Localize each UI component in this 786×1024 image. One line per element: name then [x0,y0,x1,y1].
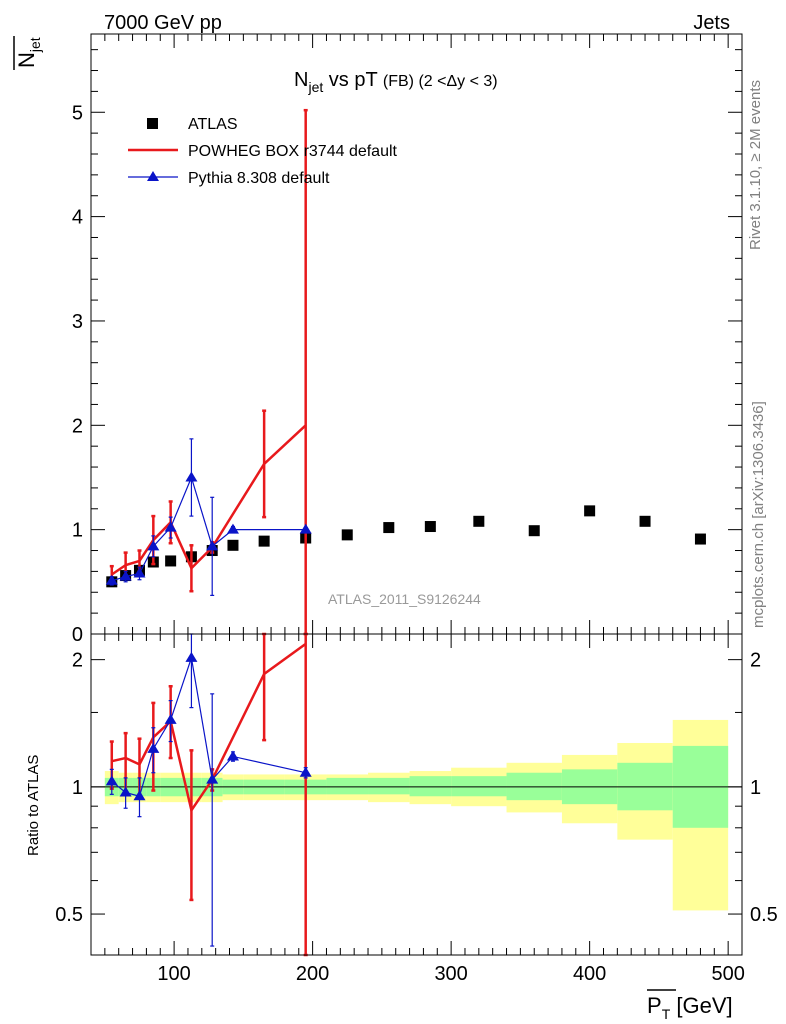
atlas-point [424,521,436,533]
watermark-label: ATLAS_2011_S9126244 [328,591,481,607]
svg-text:Njet: Njet [14,37,43,68]
main-axis-ticks: 0 1 2 3 4 5 [72,34,742,646]
legend-pythia-label: Pythia 8.308 default [188,170,330,187]
pythia-point [105,574,118,585]
pythia-point [164,521,177,532]
header-left-label: 7000 GeV pp [104,12,222,34]
ratio-pythia-point [133,790,146,801]
ratio-uncertainty-bands [104,719,729,911]
ratio-pythia-point [206,773,219,784]
ratio-ytick-label-right: 2 [750,650,761,672]
rivet-version-label: Rivet 3.1.10, ≥ 2M events [747,80,764,250]
ratio-pythia-point [119,786,132,797]
atlas-point [165,555,177,567]
atlas-point [341,529,353,541]
xtick-label: 200 [296,963,329,985]
band-inner [451,776,507,797]
powheg-line [111,424,307,576]
main-title: Njet vs pT (FB) (2 <Δy < 3) [294,69,498,95]
mcplots-label: mcplots.cern.ch [arXiv:1306.3436] [750,401,767,628]
main-ytick-label: 1 [72,520,83,542]
ratio-pythia-point [185,651,198,662]
band-inner [326,777,369,795]
main-ylabel: Njet [13,36,43,70]
ratio-ytick-label-right: 1 [750,777,761,799]
atlas-point [227,539,239,551]
atlas-point [473,515,485,527]
pythia-point [147,540,160,551]
legend-atlas-marker [147,118,158,129]
ratio-pythia-point [226,750,239,761]
xtick-label: 500 [711,963,744,985]
ratio-pythia-point [147,742,160,753]
legend-pythia-marker [147,171,159,181]
ratio-ytick-label-right: 0.5 [750,904,778,926]
pythia-point [299,523,312,534]
legend: ATLAS POWHEG BOX r3744 default Pythia 8.… [128,116,398,187]
band-inner [409,776,452,797]
ratio-panel: 0.5 0.5 1 1 2 2 100 200 300 400 500 Ratio to ATLAS… [25,632,778,1022]
legend-atlas-label: ATLAS [188,116,238,133]
main-ytick-label: 3 [72,311,83,333]
xtick-label: 100 [157,963,190,985]
main-ytick-label: 0 [72,624,83,646]
ratio-ylabel: Ratio to ATLAS [25,755,42,856]
xtick-label: 400 [573,963,606,985]
xtick-label: 300 [434,963,467,985]
ratio-axis-ticks: 0.5 0.5 1 1 2 2 100 200 300 400 500 [55,634,778,985]
ratio-pythia-point [105,775,118,786]
svg-text:PT [GeV]: PT [GeV] [647,993,733,1022]
band-inner [368,777,410,795]
atlas-point [383,522,395,534]
pythia-point [206,540,219,551]
legend-powheg-label: POWHEG BOX r3744 default [188,143,398,160]
atlas-point [584,505,596,517]
ratio-ytick-label: 2 [72,650,83,672]
ratio-pythia-point [164,713,177,724]
ratio-pythia-point [299,766,312,777]
main-ytick-label: 4 [72,207,83,229]
pythia-point [119,570,132,581]
pythia-point [133,567,146,578]
x-axis-label: PT [GeV] [647,989,733,1022]
atlas-point [639,515,651,527]
main-panel: 0 1 2 3 4 5 Njet vs pT (FB) (2 <Δy < 3) ATLAS… [72,33,743,646]
pythia-point [226,523,239,534]
atlas-point [694,533,706,545]
ratio-frame [90,633,743,956]
main-ytick-label: 2 [72,415,83,437]
pythia-point [185,471,198,482]
atlas-point [528,525,540,537]
atlas-point [258,535,270,547]
header-right-label: Jets [693,12,730,34]
ratio-ytick-label: 1 [72,777,83,799]
ratio-ytick-label: 0.5 [55,904,83,926]
main-ytick-label: 5 [72,102,83,124]
